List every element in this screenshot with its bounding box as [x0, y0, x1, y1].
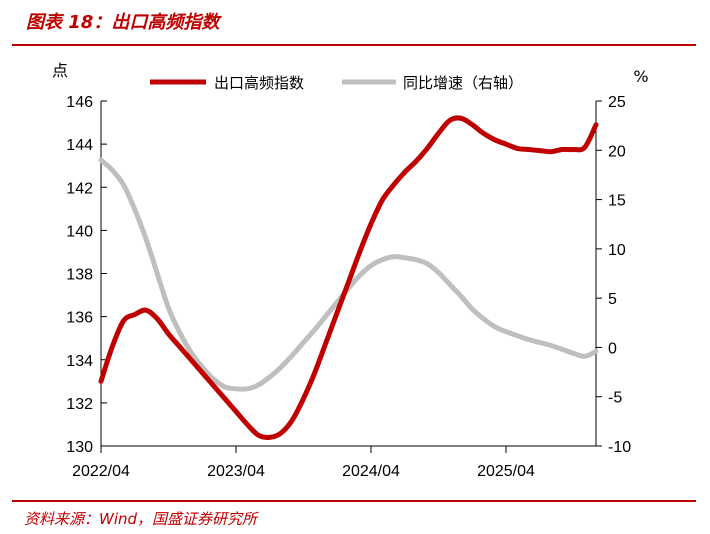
- left-axis-tick-label: 134: [66, 353, 93, 370]
- right-axis-tick-label: -10: [608, 439, 631, 456]
- source-note: 资料来源：Wind，国盛证券研究所: [24, 510, 258, 528]
- line-chart: 点 % 130 132 134 136 138 140 142 144 146 -10 -5 0 5 10…: [52, 61, 649, 480]
- right-axis-tick-label: -5: [608, 390, 622, 407]
- right-axis-tick-label: 15: [608, 193, 626, 210]
- axes: 点 % 130 132 134 136 138 140 142 144 146 -10 -5 0 5 10…: [52, 61, 649, 480]
- left-axis-tick-label: 138: [66, 267, 93, 284]
- left-axis-tick-label: 140: [66, 223, 93, 240]
- legend: 出口高频指数 同比增速（右轴）: [150, 74, 523, 92]
- footer-divider: [12, 500, 696, 502]
- series-lines: [98, 115, 599, 440]
- figure-title: 图表 18：出口高频指数: [26, 12, 220, 33]
- left-axis-tick-label: 130: [66, 439, 93, 456]
- right-axis-tick-label: 5: [608, 291, 617, 308]
- left-axis-unit: 点: [52, 61, 68, 80]
- x-axis-tick-label: 2025/04: [477, 463, 535, 480]
- right-axis-tick-label: 10: [608, 242, 626, 259]
- right-axis-tick-label: 25: [608, 94, 626, 111]
- left-axis-tick-label: 144: [66, 137, 93, 154]
- left-axis-tick-label: 132: [66, 396, 93, 413]
- x-axis-tick-label: 2024/04: [342, 463, 400, 480]
- right-axis-unit: %: [633, 67, 648, 86]
- title-divider: [12, 44, 696, 46]
- left-axis-tick-label: 142: [66, 180, 93, 197]
- left-axis-tick-label: 146: [66, 94, 93, 111]
- left-axis-tick-label: 136: [66, 310, 93, 327]
- legend-label-index: 出口高频指数: [214, 74, 304, 92]
- x-axis-tick-label: 2022/04: [72, 463, 130, 480]
- series-line-export-index: [98, 115, 599, 440]
- series-line-yoy-growth: [98, 157, 599, 392]
- legend-label-yoy: 同比增速（右轴）: [403, 74, 523, 92]
- right-axis-tick-label: 0: [608, 340, 617, 357]
- right-axis-tick-label: 20: [608, 143, 626, 160]
- x-axis-tick-label: 2023/04: [207, 463, 265, 480]
